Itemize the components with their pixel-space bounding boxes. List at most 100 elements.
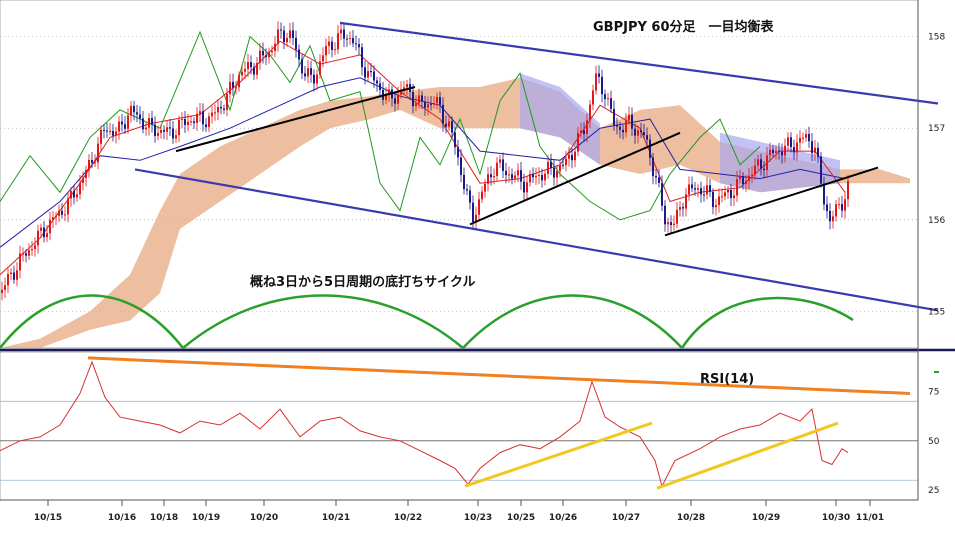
candle-body: [91, 159, 93, 163]
candle-body: [193, 121, 195, 124]
rsi-tick-label: 50: [928, 437, 940, 447]
candle-body: [178, 119, 180, 136]
candle-body: [265, 55, 267, 58]
candle-body: [262, 50, 264, 56]
candle-body: [55, 215, 57, 218]
candle-body: [508, 174, 510, 176]
candle-body: [289, 30, 291, 39]
candle-body: [79, 182, 81, 195]
candle-body: [499, 159, 501, 163]
candle-body: [202, 111, 204, 125]
candle-body: [67, 198, 69, 215]
candle-body: [271, 51, 273, 53]
candle-body: [664, 205, 666, 225]
candle-body: [460, 157, 462, 175]
candle-body: [502, 159, 504, 171]
candle-body: [610, 98, 612, 109]
candle-body: [337, 33, 339, 50]
rsi-legend-marker: [934, 371, 939, 373]
candle-body: [334, 49, 336, 51]
candle-body: [760, 159, 762, 169]
rsi-panel: [0, 351, 919, 501]
candle-body: [445, 123, 447, 127]
candle-body: [703, 194, 705, 196]
candle-body: [535, 175, 537, 178]
candle-body: [820, 156, 822, 184]
candle-body: [544, 173, 546, 181]
candle-body: [163, 129, 165, 132]
candle-body: [637, 130, 639, 136]
candle-body: [253, 67, 255, 75]
support-trendline: [664, 166, 879, 237]
candle-body: [106, 130, 108, 132]
candle-body: [475, 214, 477, 222]
lagging-span-line: [0, 30, 761, 221]
candle-body: [316, 74, 318, 84]
candle-body: [88, 159, 90, 170]
candle-body: [229, 81, 231, 95]
candle-body: [175, 135, 177, 139]
candle-body: [784, 145, 786, 156]
candle-body: [787, 137, 789, 146]
candle-body: [352, 38, 354, 44]
candle-body: [751, 174, 753, 176]
ichimoku-cloud: [0, 77, 910, 349]
candle-body: [136, 112, 138, 115]
cycle-arc: [462, 294, 683, 349]
price-tick-label: 155: [928, 307, 945, 317]
candle-body: [493, 176, 495, 178]
candle-body: [547, 161, 549, 174]
candle-body: [46, 233, 48, 238]
candle-body: [721, 196, 723, 198]
candle-body: [598, 73, 600, 77]
candle-body: [37, 230, 39, 246]
candle-body: [649, 139, 651, 158]
candle-body: [526, 182, 528, 193]
candle-body: [757, 159, 759, 166]
candle-body: [205, 124, 207, 128]
rsi-tick-label: 25: [928, 486, 939, 496]
candle-body: [472, 202, 474, 222]
candle-body: [745, 180, 747, 185]
candle-body: [31, 249, 33, 251]
candle-body: [427, 104, 429, 108]
candle-body: [73, 190, 75, 198]
candle-body: [466, 189, 468, 191]
candle-body: [433, 103, 435, 105]
candle-body: [577, 133, 579, 152]
candle-body: [385, 95, 387, 100]
candle-body: [268, 52, 270, 58]
date-label: 10/21: [322, 513, 350, 523]
candle-body: [817, 147, 819, 157]
cloud-bearish-segment: [520, 73, 600, 165]
candle-body: [151, 117, 153, 125]
candle-body: [322, 55, 324, 62]
candle-body: [538, 174, 540, 176]
candle-body: [709, 185, 711, 192]
date-label: 10/28: [677, 513, 705, 523]
candle-body: [565, 158, 567, 166]
candle-body: [469, 190, 471, 203]
candle-body: [487, 174, 489, 184]
candle-body: [400, 89, 402, 95]
candle-body: [406, 84, 408, 88]
candle-body: [478, 199, 480, 215]
candle-body: [34, 245, 36, 250]
cycle-annotation: 概ね3日から5日周期の底打ちサイクル: [250, 274, 475, 290]
candle-body: [49, 219, 51, 234]
candle-body: [355, 43, 357, 45]
candle-body: [772, 149, 774, 154]
candle-body: [154, 124, 156, 136]
candle-body: [121, 121, 123, 125]
candle-body: [328, 41, 330, 46]
candle-body: [442, 104, 444, 124]
candle-body: [403, 87, 405, 90]
candle-body: [634, 128, 636, 136]
candle-body: [739, 176, 741, 180]
candle-body: [292, 30, 294, 38]
candle-body: [805, 133, 807, 138]
candle-body: [643, 132, 645, 136]
rsi-plot-area: [0, 351, 919, 501]
candle-body: [568, 154, 570, 159]
candle-body: [439, 97, 441, 105]
